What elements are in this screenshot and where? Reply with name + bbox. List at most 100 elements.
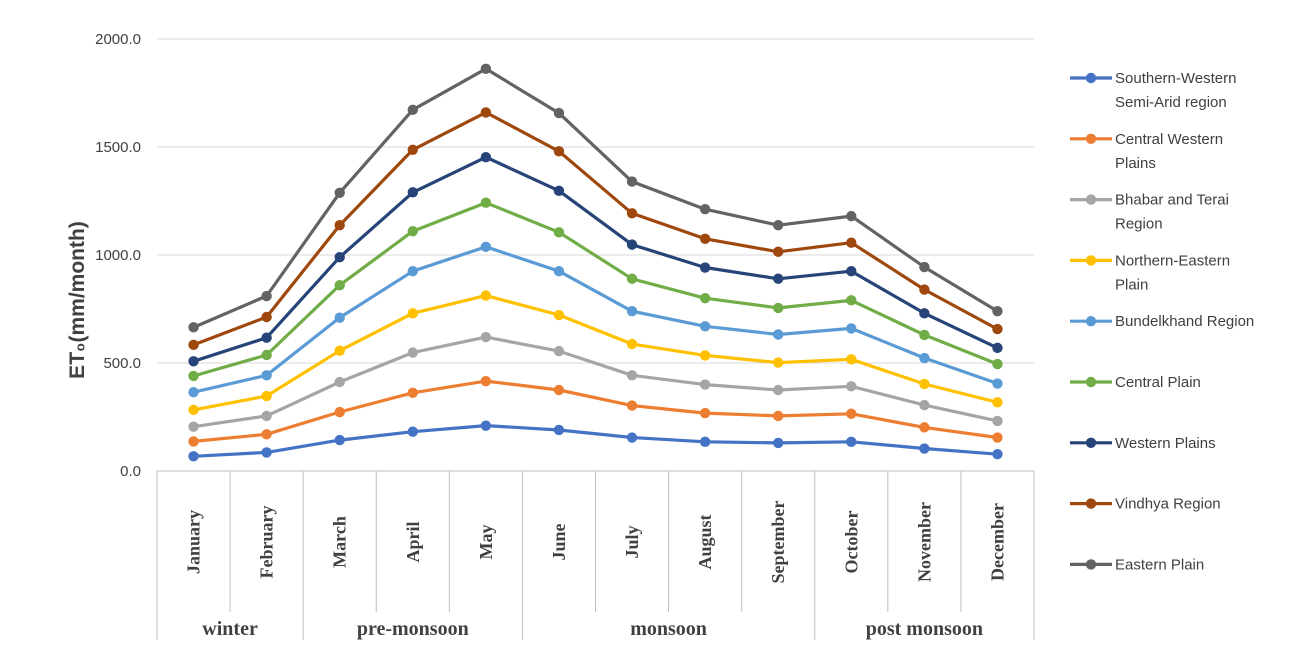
legend-label: Central Western: [1115, 131, 1223, 148]
data-point: [553, 309, 565, 321]
data-point: [334, 345, 345, 356]
legend-label: Plain: [1115, 276, 1148, 293]
series-line: [191, 155, 1000, 363]
y-tick-label: 0.0: [120, 463, 141, 480]
data-point: [919, 352, 930, 364]
data-point: [773, 219, 784, 231]
data-point: [773, 329, 784, 340]
data-point: [261, 447, 272, 458]
legend-label: Vindhya Region: [1115, 496, 1221, 513]
data-point: [334, 219, 345, 231]
series-9: [188, 63, 1003, 333]
series-6: [188, 197, 1003, 382]
legend-swatch-marker: [1085, 194, 1097, 205]
legend-item: Central Plain: [1070, 374, 1201, 391]
data-point: [334, 376, 345, 388]
legend-label: Eastern Plain: [1115, 556, 1204, 573]
legend-swatch-marker: [1085, 376, 1097, 388]
data-point: [261, 410, 272, 422]
legend-swatch-marker: [1085, 559, 1097, 570]
data-point: [480, 290, 492, 301]
series-line: [191, 110, 1000, 347]
data-point: [919, 329, 930, 341]
x-tick-label: July: [622, 525, 642, 558]
x-tick-label: June: [549, 523, 569, 560]
data-point: [626, 176, 638, 187]
series-2: [188, 375, 1003, 447]
data-point: [699, 262, 711, 273]
data-point: [992, 448, 1003, 460]
data-point: [334, 434, 345, 446]
data-point: [407, 308, 418, 319]
series-line: [191, 245, 1000, 394]
data-point: [334, 312, 345, 323]
data-point: [188, 421, 199, 432]
data-point: [407, 226, 418, 237]
data-point: [261, 311, 272, 323]
legend-swatch-marker: [1085, 498, 1097, 509]
data-point: [992, 305, 1003, 317]
series-3: [188, 331, 1003, 432]
data-point: [188, 404, 199, 416]
data-point: [846, 381, 857, 392]
x-tick-label: August: [695, 514, 715, 569]
data-point: [188, 370, 199, 382]
data-point: [407, 426, 418, 437]
legend-label: Plains: [1115, 155, 1156, 172]
x-axis: January February March April May June July Augu…: [156, 471, 1035, 640]
data-point: [773, 273, 784, 284]
data-point: [626, 305, 638, 317]
x-tick-label: September: [768, 501, 788, 584]
data-point: [407, 104, 418, 116]
series-lines: [188, 63, 1003, 462]
legend-swatch-marker: [1085, 255, 1097, 266]
data-point: [626, 239, 638, 250]
data-point: [334, 280, 345, 291]
data-point: [480, 151, 492, 163]
data-point: [407, 347, 418, 358]
season-label: winter: [202, 618, 258, 640]
legend: Southern-Western Semi-Arid region Central …: [1070, 70, 1254, 573]
legend-swatch-marker: [1085, 72, 1097, 84]
data-point: [188, 356, 199, 367]
data-point: [553, 266, 565, 277]
x-tick-label: December: [987, 503, 1007, 581]
data-point: [992, 415, 1003, 427]
data-point: [846, 266, 857, 277]
series-line: [191, 424, 1000, 458]
legend-label: Western Plains: [1115, 435, 1216, 452]
data-point: [919, 422, 930, 433]
data-point: [699, 350, 711, 361]
series-7: [188, 151, 1003, 367]
legend-item: Eastern Plain: [1070, 556, 1204, 573]
data-point: [553, 185, 565, 197]
data-point: [773, 410, 784, 422]
legend-label: Northern-Eastern: [1115, 252, 1230, 269]
data-point: [553, 384, 565, 396]
series-8: [188, 107, 1003, 351]
data-point: [626, 370, 638, 381]
data-point: [846, 323, 857, 334]
data-point: [992, 397, 1003, 408]
legend-item: Western Plains: [1070, 435, 1216, 452]
legend-label: Bundelkhand Region: [1115, 313, 1254, 330]
data-point: [553, 345, 565, 357]
legend-label: Southern-Western: [1115, 70, 1236, 87]
x-tick-label: May: [476, 525, 496, 560]
data-point: [188, 386, 199, 398]
y-tick-label: 1500.0: [95, 139, 141, 156]
y-tick-label: 1000.0: [95, 247, 141, 264]
season-label: monsoon: [630, 618, 707, 640]
data-point: [846, 436, 857, 448]
data-point: [626, 208, 638, 219]
legend-swatch-marker: [1085, 133, 1097, 144]
legend-item: Southern-Western Semi-Arid region: [1070, 70, 1236, 111]
data-point: [992, 432, 1003, 443]
y-axis: 0.0 500.0 1000.0 1500.0 2000.0: [95, 31, 141, 480]
y-tick-label: 2000.0: [95, 31, 141, 48]
data-point: [261, 390, 272, 402]
data-point: [699, 407, 711, 419]
data-point: [407, 144, 418, 156]
data-point: [553, 146, 565, 157]
